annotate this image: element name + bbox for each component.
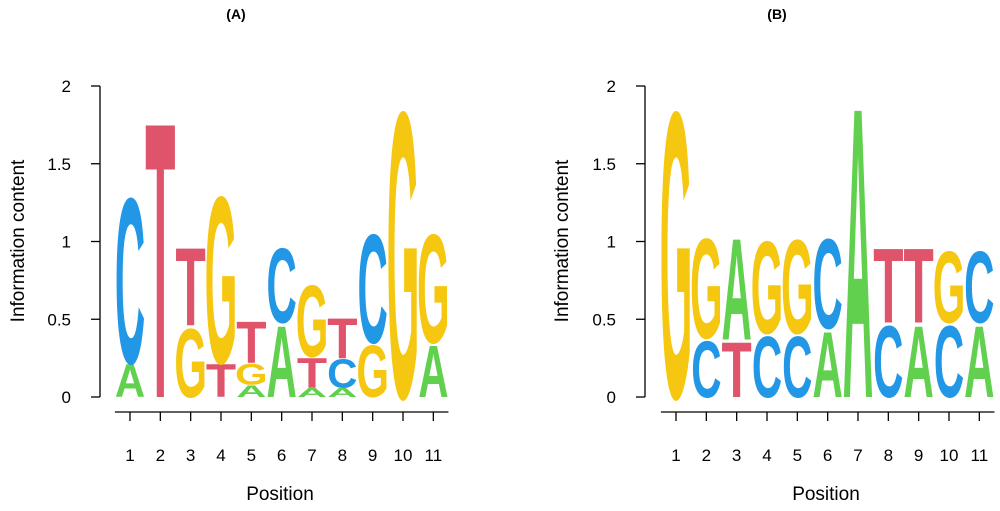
logo-letter-a: A	[236, 382, 266, 401]
logo-letter-t: T	[297, 349, 327, 397]
y-tick-label: 0	[607, 388, 616, 407]
x-tick-label: 11	[425, 446, 443, 465]
x-tick-label: 2	[702, 446, 711, 465]
panel-a-xlabel: Position	[246, 484, 314, 505]
logo-letter-a: A	[964, 304, 994, 419]
x-tick-label: 9	[914, 446, 923, 465]
x-tick-label: 10	[394, 446, 413, 465]
y-tick-label: 2	[62, 77, 71, 96]
x-tick-label: 4	[216, 446, 225, 465]
logo-letter-c: C	[115, 150, 145, 415]
y-tick-label: 1	[62, 233, 71, 252]
logo-letter-t: T	[145, 39, 175, 481]
x-tick-label: 10	[940, 446, 959, 465]
panel-a-x-axis: 1 2 3 4 5 6 7 8 9 10 11	[114, 411, 449, 465]
logo-letter-c: C	[267, 228, 297, 346]
logo-letter-c: C	[752, 318, 782, 416]
y-tick-label: 0.5	[592, 310, 616, 329]
y-tick-label: 2	[607, 77, 616, 96]
panel-b-title: (B)	[767, 6, 786, 22]
y-tick-label: 1	[607, 233, 616, 252]
x-tick-label: 6	[277, 446, 286, 465]
logo-letter-a: A	[115, 356, 145, 408]
logo-letter-c: C	[782, 318, 812, 416]
logo-letter-g: G	[690, 210, 723, 369]
panel-a-title: (A)	[226, 6, 245, 22]
x-tick-label: 5	[247, 446, 256, 465]
logo-letter-g: G	[417, 203, 450, 376]
logo-letter-c: C	[934, 304, 964, 419]
logo-letter-g: G	[781, 213, 814, 363]
logo-letter-t: T	[904, 226, 934, 345]
logo-letter-t: T	[206, 355, 236, 408]
logo-letter-a: A	[418, 329, 448, 413]
y-tick-label: 0.5	[47, 310, 71, 329]
logo-letter-a: A	[267, 304, 297, 419]
logo-letter-a: A	[904, 304, 934, 419]
x-tick-label: 2	[156, 446, 165, 465]
logo-letter-t: T	[722, 325, 752, 414]
logo-letter-t: T	[176, 226, 206, 350]
x-tick-label: 8	[338, 446, 347, 465]
x-tick-label: 5	[793, 446, 802, 465]
logo-letter-g: G	[933, 229, 966, 344]
logo-letter-a: A	[722, 208, 752, 371]
logo-letter-t: T	[236, 308, 266, 376]
logo-letter-g: G	[356, 329, 389, 413]
y-tick-label: 1.5	[47, 155, 71, 174]
logo-letter-a: A	[843, 20, 873, 486]
logo-letter-g: G	[387, 26, 420, 485]
panel-b-xlabel: Position	[792, 484, 860, 505]
logo-letter-t: T	[873, 226, 903, 345]
logo-letter-a: A	[297, 385, 327, 399]
logo-letter-a: A	[327, 385, 357, 399]
x-tick-label: 11	[971, 446, 989, 465]
x-tick-label: 8	[884, 446, 893, 465]
panel-a-ylabel: Information content	[8, 159, 29, 322]
x-tick-label: 3	[732, 446, 741, 465]
panel-a-y-axis: 0 0.5 1 1.5 2	[47, 77, 101, 407]
logo-letter-g: G	[235, 357, 268, 391]
logo-letter-g: G	[751, 213, 784, 361]
x-tick-label: 7	[307, 446, 316, 465]
logo-letter-g: G	[174, 309, 207, 418]
logo-letter-g: G	[660, 26, 693, 485]
panel-a: (A) Information content Position 0 0.5 1 1.…	[8, 6, 450, 505]
x-tick-label: 7	[853, 446, 862, 465]
panel-b: (B) Information content Position 0 0.5 1 1.…	[552, 6, 994, 505]
x-tick-label: 1	[671, 446, 680, 465]
panel-b-y-axis: 0 0.5 1 1.5 2	[592, 77, 646, 407]
panel-b-x-axis: 1 2 3 4 5 6 7 8 9 10 11	[660, 411, 995, 465]
x-tick-label: 9	[368, 446, 377, 465]
panel-b-ylabel: Information content	[552, 159, 573, 322]
logo-letter-g: G	[296, 264, 329, 379]
x-tick-label: 6	[823, 446, 832, 465]
logo-letter-c: C	[964, 229, 994, 344]
logo-letter-t: T	[327, 307, 357, 371]
logo-letter-c: C	[873, 304, 903, 419]
logo-letter-a: A	[813, 313, 843, 418]
logo-letter-c: C	[813, 214, 843, 356]
logo-letter-c: C	[327, 351, 357, 396]
x-tick-label: 4	[762, 446, 771, 465]
logo-letter-c: C	[358, 203, 388, 376]
y-tick-label: 1.5	[592, 155, 616, 174]
logo-letter-c: C	[691, 324, 721, 414]
x-tick-label: 3	[186, 446, 195, 465]
logo-letter-g: G	[205, 148, 238, 414]
x-tick-label: 1	[125, 446, 134, 465]
y-tick-label: 0	[62, 388, 71, 407]
